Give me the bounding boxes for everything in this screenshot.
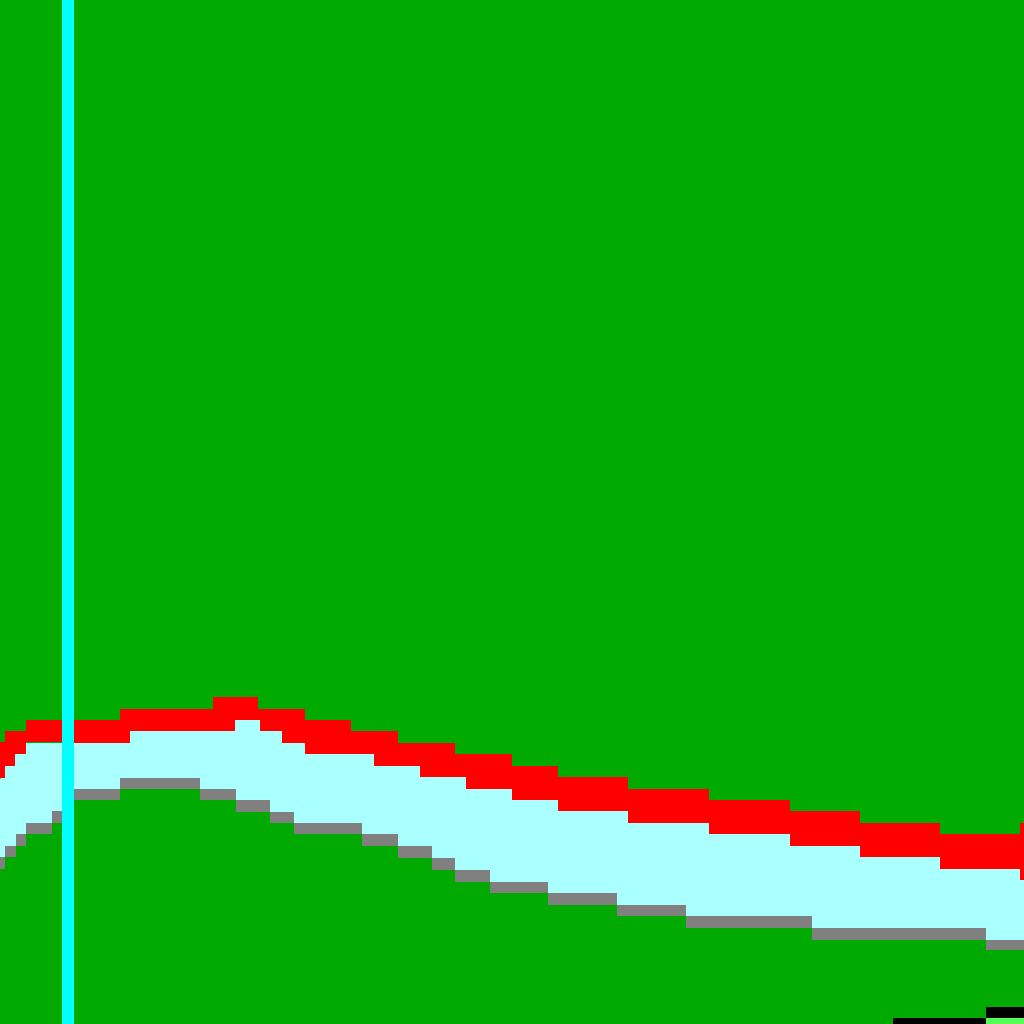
cyan-vertical-marker (62, 0, 74, 1024)
road-edge-red (0, 697, 1024, 880)
road-surface (0, 720, 1024, 940)
curb-gray (0, 778, 1024, 950)
black-ledge (893, 1007, 1024, 1024)
